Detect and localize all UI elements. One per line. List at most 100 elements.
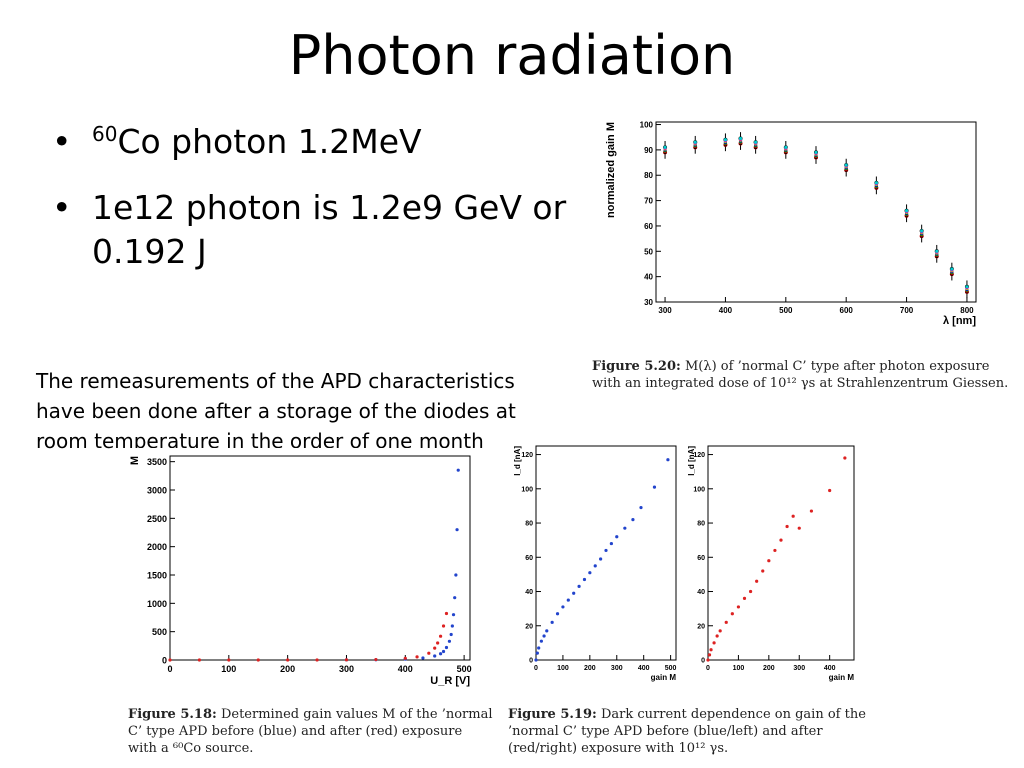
data-point — [537, 646, 541, 650]
x-tick-label: 200 — [280, 664, 295, 674]
caption-fig520: Figure 5.20: M(λ) of ’normal C’ type aft… — [592, 358, 1020, 392]
bullet-item: • 60Co photon 1.2MeV — [52, 120, 582, 164]
y-tick-label: 50 — [644, 247, 653, 256]
data-point — [843, 456, 847, 460]
data-point — [444, 645, 449, 650]
data-point — [709, 648, 713, 652]
data-point — [718, 629, 722, 633]
data-point — [639, 506, 643, 510]
data-point — [197, 658, 202, 662]
x-tick-label: 600 — [840, 306, 854, 315]
x-tick-label: 100 — [221, 664, 236, 674]
data-point — [767, 559, 771, 563]
data-point — [441, 649, 446, 654]
data-point — [784, 145, 788, 149]
data-point — [344, 658, 349, 662]
y-tick-label: 40 — [697, 589, 705, 596]
data-point — [730, 612, 734, 616]
data-point — [534, 658, 538, 662]
data-point — [904, 209, 909, 213]
data-point — [652, 485, 657, 489]
plot-frame — [707, 445, 855, 661]
x-tick-label: 400 — [398, 664, 413, 674]
data-point — [433, 654, 437, 658]
data-point — [572, 591, 576, 595]
y-tick-label: 3500 — [147, 457, 167, 467]
y-axis-label: normalized gain M — [605, 122, 617, 218]
data-point — [444, 611, 449, 616]
y-tick-label: 100 — [693, 486, 705, 493]
y-axis-label: I_d [nA] — [513, 446, 522, 476]
y-tick-label: 40 — [525, 589, 533, 596]
x-tick-label: 100 — [733, 665, 745, 672]
data-point — [604, 548, 608, 553]
y-axis-label: I_d [nA] — [687, 446, 696, 476]
data-point — [450, 624, 454, 628]
chart-fig519-left: 0 100 200 300 400 500 0 20 40 60 80 100 120 gain M I_d… — [508, 434, 684, 692]
data-point — [663, 145, 667, 149]
plot-frame — [535, 445, 677, 661]
y-tick-label: 0 — [701, 658, 705, 665]
x-axis-label: gain M — [829, 673, 855, 682]
y-tick-label: 90 — [644, 146, 653, 155]
data-point — [456, 468, 460, 472]
chart-fig518: 0 100 200 300 400 500 0 500 1000 1500 2000 2500 3000… — [124, 448, 504, 690]
x-axis-label: λ [nm] — [943, 315, 976, 327]
x-axis-label: U_R [V] — [430, 675, 470, 687]
x-tick-label: 200 — [584, 665, 596, 672]
data-point — [791, 514, 795, 518]
data-point — [874, 181, 878, 185]
data-point — [623, 526, 627, 530]
data-point — [631, 518, 635, 522]
data-point — [738, 136, 743, 141]
data-point — [256, 658, 260, 662]
x-axis-label: gain M — [651, 673, 677, 682]
data-point — [451, 613, 456, 617]
y-tick-label: 1500 — [147, 571, 167, 581]
data-point — [715, 634, 719, 638]
y-tick-label: 2000 — [147, 542, 167, 552]
x-tick-label: 800 — [960, 306, 974, 315]
y-tick-label: 70 — [644, 197, 653, 206]
data-point — [545, 629, 549, 633]
data-point — [773, 548, 777, 553]
data-point — [935, 249, 939, 253]
caption-fig518: Figure 5.18: Determined gain values M of… — [128, 706, 494, 757]
bullet-item: • 1e12 photon is 1.2e9 GeV or 0.192 J — [52, 186, 582, 274]
bullet-text: Co photon 1.2MeV — [117, 122, 422, 161]
data-point — [449, 632, 453, 637]
data-point — [920, 229, 924, 233]
data-point — [779, 538, 783, 542]
data-point — [950, 267, 954, 271]
caption-text: Dark current dependence on gain of the ’… — [508, 707, 866, 756]
data-point — [828, 488, 832, 493]
y-tick-label: 60 — [697, 555, 705, 562]
data-point — [754, 140, 758, 144]
data-point — [797, 526, 801, 530]
data-point — [438, 652, 443, 656]
data-point — [724, 620, 728, 624]
data-point — [286, 658, 290, 662]
y-tick-label: 80 — [644, 171, 653, 180]
data-point — [609, 541, 613, 546]
data-point — [566, 598, 570, 602]
caption-label: Figure 5.19: — [508, 707, 597, 722]
data-point — [227, 658, 231, 662]
x-tick-label: 300 — [611, 665, 623, 672]
y-tick-label: 500 — [152, 627, 167, 637]
caption-fig519: Figure 5.19: Dark current dependence on … — [508, 706, 870, 757]
data-point — [593, 564, 597, 568]
x-tick-label: 500 — [457, 664, 472, 674]
data-point — [582, 577, 587, 582]
data-point — [539, 639, 543, 643]
data-point — [599, 557, 603, 561]
data-point — [438, 634, 443, 638]
x-tick-label: 400 — [638, 665, 650, 672]
y-tick-label: 0 — [529, 658, 533, 665]
data-point — [712, 641, 716, 645]
chart-fig519-right: 0 100 200 300 400 0 20 40 60 80 100 120 gain M I_d [n… — [684, 434, 860, 692]
y-tick-label: 2500 — [147, 514, 167, 524]
data-point — [755, 579, 759, 583]
data-point — [447, 639, 452, 643]
x-tick-label: 0 — [706, 665, 710, 672]
